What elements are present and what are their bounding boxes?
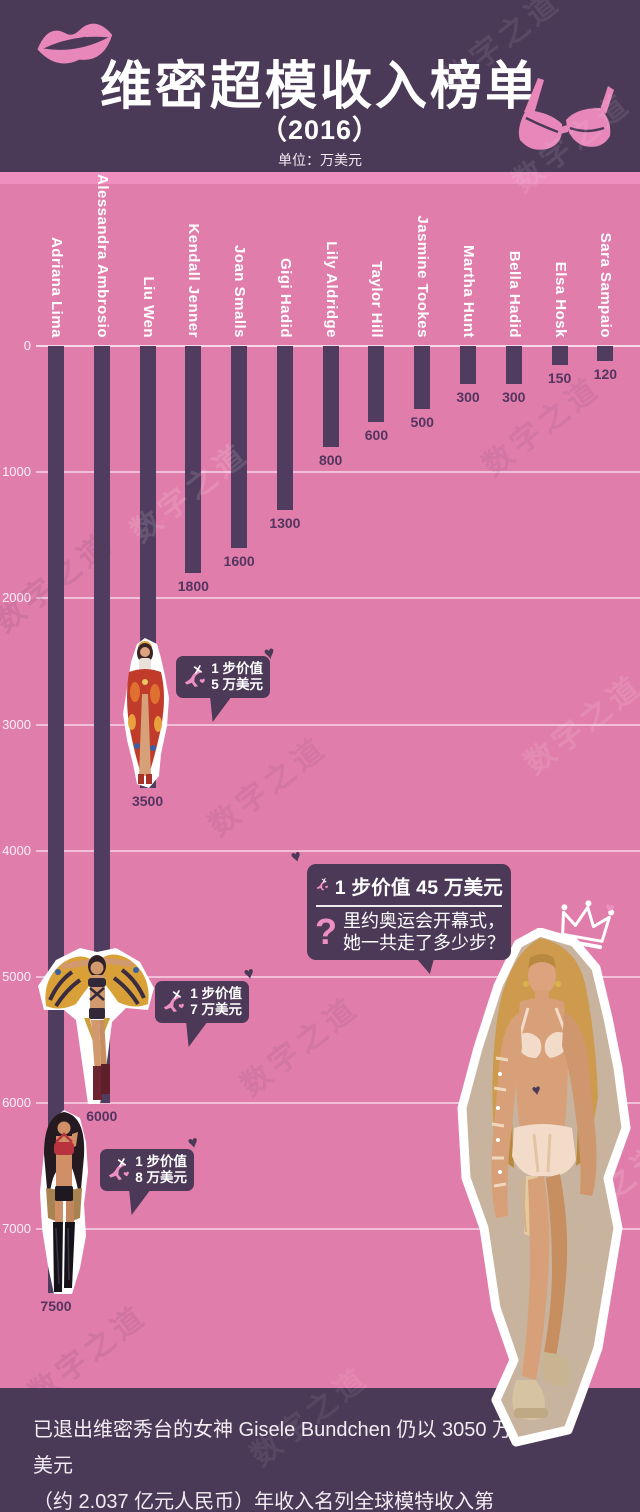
high-heel-icon [163, 989, 184, 1012]
bar-category-label: Liu Wen [139, 276, 157, 338]
callout-divider [316, 905, 502, 907]
gisele-question-line: 她一共走了多少步？ [343, 933, 505, 953]
bra-icon [512, 76, 618, 175]
liu-wen-photo-cutout [115, 636, 175, 795]
bar-sara-sampaio [597, 346, 614, 362]
bar-joan-smalls [231, 346, 248, 548]
bar-value-label: 800 [318, 451, 343, 468]
heart-icon: ♥ [242, 963, 256, 984]
gridline-5000 [36, 976, 640, 978]
bar-category-label: Elsa Hosk [551, 261, 569, 338]
callout-line: 8 万美元 [135, 1170, 187, 1185]
callout-tail [129, 1189, 151, 1215]
bar-category-label: Taylor Hill [368, 261, 386, 338]
high-heel-icon [316, 877, 329, 891]
bar-category-label: Jasmine Tookes [414, 215, 432, 338]
y-axis-tick-label: 2000 [2, 590, 31, 606]
bar-value-label: 600 [364, 426, 389, 443]
y-axis-tick-label: 3000 [2, 716, 31, 732]
adriana-photo-cutout [28, 1108, 100, 1301]
title-year: （2016） [259, 115, 381, 145]
y-axis-tick-label: 5000 [2, 969, 31, 984]
heart-icon: ♥ [186, 1132, 200, 1153]
callout-liu-wen: 1 步价值 5 万美元 [176, 656, 270, 698]
bar-value-label: 500 [410, 414, 434, 431]
bar-value-label: 150 [547, 369, 572, 386]
bar-adriana-lima [48, 346, 64, 1293]
footer-line-1: 已退出维密秀台的女神 Gisele Bundchen 仍以 3050 万美元 [33, 1419, 513, 1477]
gridline-2000 [36, 597, 640, 600]
lips-icon [22, 9, 131, 91]
bar-value-label: 300 [502, 388, 526, 405]
callout-adriana: 1 步价值 8 万美元 [100, 1149, 194, 1191]
bar-category-label: Martha Hunt [460, 245, 478, 338]
gisele-question-line: 里约奥运会开幕式， [343, 911, 505, 931]
bar-category-label: Bella Hadid [505, 250, 523, 338]
gridline-6000 [36, 1102, 640, 1105]
page-title: 维密超模收入榜单 [99, 58, 540, 116]
callout-line: 1 步价值 [211, 660, 263, 676]
callout-alessandra: 1 步价值 7 万美元 [155, 981, 249, 1023]
callout-line: 5 万美元 [211, 677, 263, 692]
watermark: 数字之道 [234, 990, 366, 1103]
bar-alessandra-ambrosio [93, 346, 110, 1104]
question-mark: ? [315, 911, 337, 952]
bar-category-label: Alessandra Ambrosio [93, 174, 111, 338]
bar-gigi-hadid [276, 346, 293, 511]
unit-label: 单位：万美元 [278, 152, 362, 168]
footer-line-2: （约 2.037 亿元人民币）年收入名列全球模特收入第一。 [33, 1491, 495, 1512]
y-axis-tick-label: 6000 [2, 1095, 31, 1111]
bar-value-label: 300 [456, 388, 480, 405]
y-axis-tick-label: 4000 [2, 842, 31, 858]
y-axis-tick-label: 7000 [2, 1221, 31, 1237]
gridline-4000 [36, 849, 640, 852]
alessandra-photo-cutout [36, 948, 158, 1111]
callout-line: 7 万美元 [190, 1002, 242, 1017]
callout-gisele: 1 步价值 45 万美元 ? 里约奥运会开幕式， 她一共走了多少步？ [307, 864, 511, 960]
bar-taylor-hill [368, 346, 385, 422]
callout-line: 1 步价值 [190, 985, 242, 1001]
bar-value-label: 7500 [40, 1297, 72, 1314]
gisele-step-value: 1 步价值 45 万美元 [334, 876, 503, 899]
y-axis-tick-label: 0 [23, 338, 31, 353]
bar-value-label: 1800 [177, 578, 209, 595]
bar-value-label: 6000 [86, 1108, 118, 1125]
high-heel-icon [108, 1157, 129, 1180]
bar-bella-hadid [505, 346, 522, 384]
header-divider-band [0, 172, 640, 184]
callout-line: 1 步价值 [135, 1153, 187, 1169]
bar-kendall-jenner [185, 346, 202, 574]
gisele-photo-cutout [456, 927, 640, 1461]
bar-value-label: 3500 [131, 792, 164, 809]
bar-jasmine-tookes [414, 346, 431, 410]
bar-value-label: 1300 [269, 515, 301, 532]
gridline-3000 [36, 723, 640, 726]
y-axis-tick-label: 1000 [2, 464, 31, 480]
callout-tail [210, 696, 232, 722]
bar-martha-hunt [460, 346, 477, 384]
bar-category-label: Joan Smalls [231, 244, 249, 338]
gridline-7000 [36, 1228, 640, 1231]
header: 维密超模收入榜单 （2016） 单位：万美元 [0, 0, 640, 172]
bar-value-label: 1600 [223, 552, 255, 569]
heart-icon: ♥ [262, 642, 277, 664]
bar-category-label: Lily Aldridge [322, 241, 340, 338]
bar-elsa-hosk [551, 346, 568, 365]
crown-icon [550, 895, 619, 962]
gridline-1000 [36, 471, 640, 474]
watermark: 数字之道 [518, 668, 640, 781]
bar-category-label: Sara Sampaio [597, 232, 615, 338]
bar-category-label: Adriana Lima [48, 236, 65, 338]
watermark: 数字之道 [202, 730, 334, 843]
bar-value-label: 120 [593, 366, 618, 383]
callout-tail [186, 1021, 208, 1047]
high-heel-icon [184, 664, 205, 687]
bar-category-label: Kendall Jenner [185, 223, 203, 338]
bar-category-label: Gigi Hadid [276, 258, 294, 338]
bar-lily-aldridge [322, 346, 339, 447]
